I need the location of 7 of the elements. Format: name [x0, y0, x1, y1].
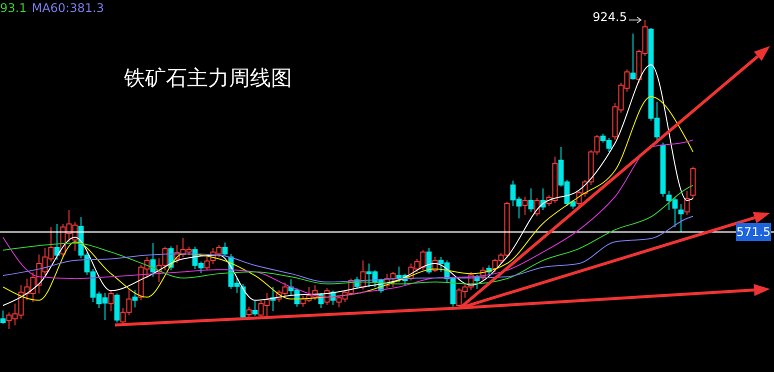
annotation: 924.5	[592, 10, 627, 24]
candlestick	[522, 196, 528, 216]
text: MA60:381.3	[32, 1, 104, 15]
text: 93.1	[0, 1, 27, 15]
text: 铁矿石主力周线图	[124, 65, 292, 92]
candlestick	[678, 204, 684, 232]
annotation: 571.5	[736, 222, 771, 241]
